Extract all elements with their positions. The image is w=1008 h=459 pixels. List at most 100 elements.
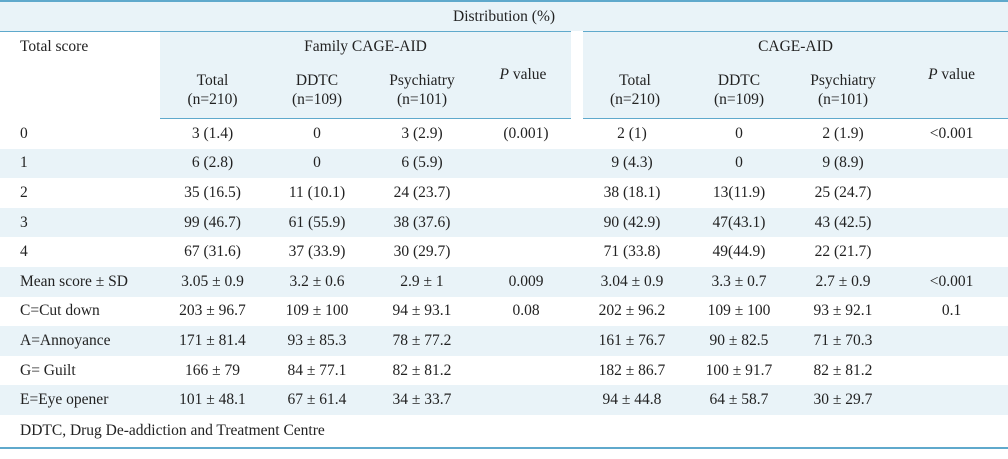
group-header-row: Total score Family CAGE-AID CAGE-AID xyxy=(0,31,1008,61)
table-cell: 67 ± 61.4 xyxy=(265,385,369,415)
subheader-n: (n=210) xyxy=(187,90,238,108)
table-cell: 84 ± 77.1 xyxy=(287,361,347,379)
p-value-label: value xyxy=(509,66,547,83)
table-cell: 90 ± 82.5 xyxy=(687,326,791,356)
p-italic: P xyxy=(499,66,509,83)
table-row: 2 35 (16.5) 11 (10.1) 24 (23.7) 38 (18.1) 13(… xyxy=(0,178,1008,208)
table-cell: (0.001) xyxy=(503,124,549,142)
table-row: A=Annoyance 171 ± 81.4 93 ± 85.3 78 ± 77.2 1… xyxy=(0,326,1008,356)
row-label: 4 xyxy=(20,243,28,261)
table-cell: 35 (16.5) xyxy=(184,183,241,201)
subheader-n: (n=101) xyxy=(396,90,448,108)
footnote: DDTC, Drug De-addiction and Treatment Ce… xyxy=(0,414,1008,448)
subheader-label: Total (n=210) xyxy=(187,71,237,109)
table-cell xyxy=(895,356,1008,386)
table-cell: 30 ± 29.7 xyxy=(791,385,895,415)
row-label: E=Eye opener xyxy=(0,385,160,415)
row-header: Total score xyxy=(20,37,89,55)
table-cell: 67 (31.6) xyxy=(184,243,241,261)
subheader-title: DDTC xyxy=(295,71,339,89)
table-cell: <0.001 xyxy=(895,266,1008,297)
table-cell: 3 (2.9) xyxy=(401,124,443,142)
subheader-blank xyxy=(0,61,160,119)
row-label: Mean score ± SD xyxy=(0,266,160,297)
subheader-row: Total (n=210) DDTC (n=109) Psychiatry (n=101)… xyxy=(0,61,1008,119)
p-italic: P xyxy=(928,66,938,83)
table-cell: 0.08 xyxy=(512,302,540,320)
table-cell: 0 xyxy=(735,124,743,142)
table-cell: 43 (42.5) xyxy=(791,207,895,238)
row-label: A=Annoyance xyxy=(0,326,160,356)
table-cell: 161 ± 76.7 xyxy=(577,326,687,356)
table-cell: 202 ± 96.2 xyxy=(598,302,666,320)
table-cell xyxy=(475,326,577,356)
table-cell: <0.001 xyxy=(929,124,974,142)
table-cell: 0.009 xyxy=(475,266,577,297)
table-cell: 0 xyxy=(687,148,791,179)
subheader-label: Psychiatry (n=101) xyxy=(389,71,454,109)
group-cage-aid: CAGE-AID xyxy=(570,31,1008,61)
table-cell: 71 (33.8) xyxy=(603,243,661,261)
table-cell: 2.9 ± 1 xyxy=(369,266,475,297)
table-cell: 47(43.1) xyxy=(687,207,791,238)
table-cell: 30 (29.7) xyxy=(393,243,451,261)
subheader-cell: Total (n=210) xyxy=(571,61,687,119)
table-cell xyxy=(475,148,577,179)
table-cell: 0 xyxy=(313,124,321,142)
subheader-n: (n=109) xyxy=(713,90,765,108)
table-row: 0 3 (1.4) 0 3 (2.9) (0.001) 2 (1) 0 2 (1.9) <0.0… xyxy=(0,119,1008,149)
group-family-cage-aid: Family CAGE-AID xyxy=(160,31,583,61)
table-row: G= Guilt 166 ± 79 84 ± 77.1 82 ± 81.2 182 ± … xyxy=(0,356,1008,386)
table-cell xyxy=(475,237,577,267)
subheader-label: P value xyxy=(928,66,975,84)
table-cell: 93 ± 92.1 xyxy=(813,302,873,320)
table-cell: 182 ± 86.7 xyxy=(598,361,666,379)
table-cell: 3.04 ± 0.9 xyxy=(577,266,687,297)
subheader-cell: DDTC (n=109) xyxy=(687,61,791,119)
table-cell xyxy=(475,385,577,415)
table-cell xyxy=(475,178,577,208)
table-cell xyxy=(895,326,1008,356)
subheader-cell: P value xyxy=(475,61,583,119)
table-cell: 61 (55.9) xyxy=(265,207,369,238)
table-cell: 2 (1) xyxy=(617,124,647,142)
table-row: 3 99 (46.7) 61 (55.9) 38 (37.6) 90 (42.9) 47(… xyxy=(0,207,1008,238)
table-cell: 25 (24.7) xyxy=(814,183,872,201)
table-cell: 9 (4.3) xyxy=(577,148,687,179)
table-cell: 109 ± 100 xyxy=(285,302,349,320)
table-cell: 2 (1.9) xyxy=(822,124,864,142)
table-cell: 171 ± 81.4 xyxy=(160,326,265,356)
subheader-title: Total xyxy=(619,71,651,89)
table-cell xyxy=(475,207,577,238)
table-cell: 24 (23.7) xyxy=(393,183,451,201)
table-cell: 166 ± 79 xyxy=(184,361,240,379)
table-row: C=Cut down 203 ± 96.7 109 ± 100 94 ± 93.1 0.… xyxy=(0,297,1008,327)
table-cell: 71 ± 70.3 xyxy=(791,326,895,356)
table-cell: 82 ± 81.2 xyxy=(813,361,873,379)
subheader-title: Psychiatry xyxy=(810,71,876,89)
subheader-n: (n=109) xyxy=(291,90,343,108)
subheader-cell: DDTC (n=109) xyxy=(265,61,369,119)
bottom-rule xyxy=(0,447,1008,449)
subheader-title: DDTC xyxy=(717,71,761,89)
subheader-title: Total xyxy=(196,71,229,89)
table-cell: 93 ± 85.3 xyxy=(265,326,369,356)
table-row: E=Eye opener 101 ± 48.1 67 ± 61.4 34 ± 33.7… xyxy=(0,385,1008,415)
table-cell: 38 (18.1) xyxy=(603,183,661,201)
table-body: 0 3 (1.4) 0 3 (2.9) (0.001) 2 (1) 0 2 (1.9) <0.0… xyxy=(0,119,1008,415)
p-value-label: value xyxy=(937,66,975,83)
table-cell: 6 (2.8) xyxy=(160,148,265,179)
table-cell: 99 (46.7) xyxy=(160,207,265,238)
subheader-label: DDTC (n=109) xyxy=(292,71,342,109)
top-rule xyxy=(0,0,1008,2)
table-row: Mean score ± SD 3.05 ± 0.9 3.2 ± 0.6 2.9 ± … xyxy=(0,266,1008,297)
subheader-cell: P value xyxy=(895,61,1008,119)
table-cell: 37 (33.9) xyxy=(288,243,346,261)
table-cell: 6 (5.9) xyxy=(369,148,475,179)
table-cell: 49(44.9) xyxy=(712,243,766,261)
table-cell: 3.05 ± 0.9 xyxy=(160,266,265,297)
subheader-label: Total (n=210) xyxy=(610,71,660,109)
table-cell: 90 (42.9) xyxy=(577,207,687,238)
data-table: Distribution (%) Total score Family CAGE… xyxy=(0,2,1008,415)
